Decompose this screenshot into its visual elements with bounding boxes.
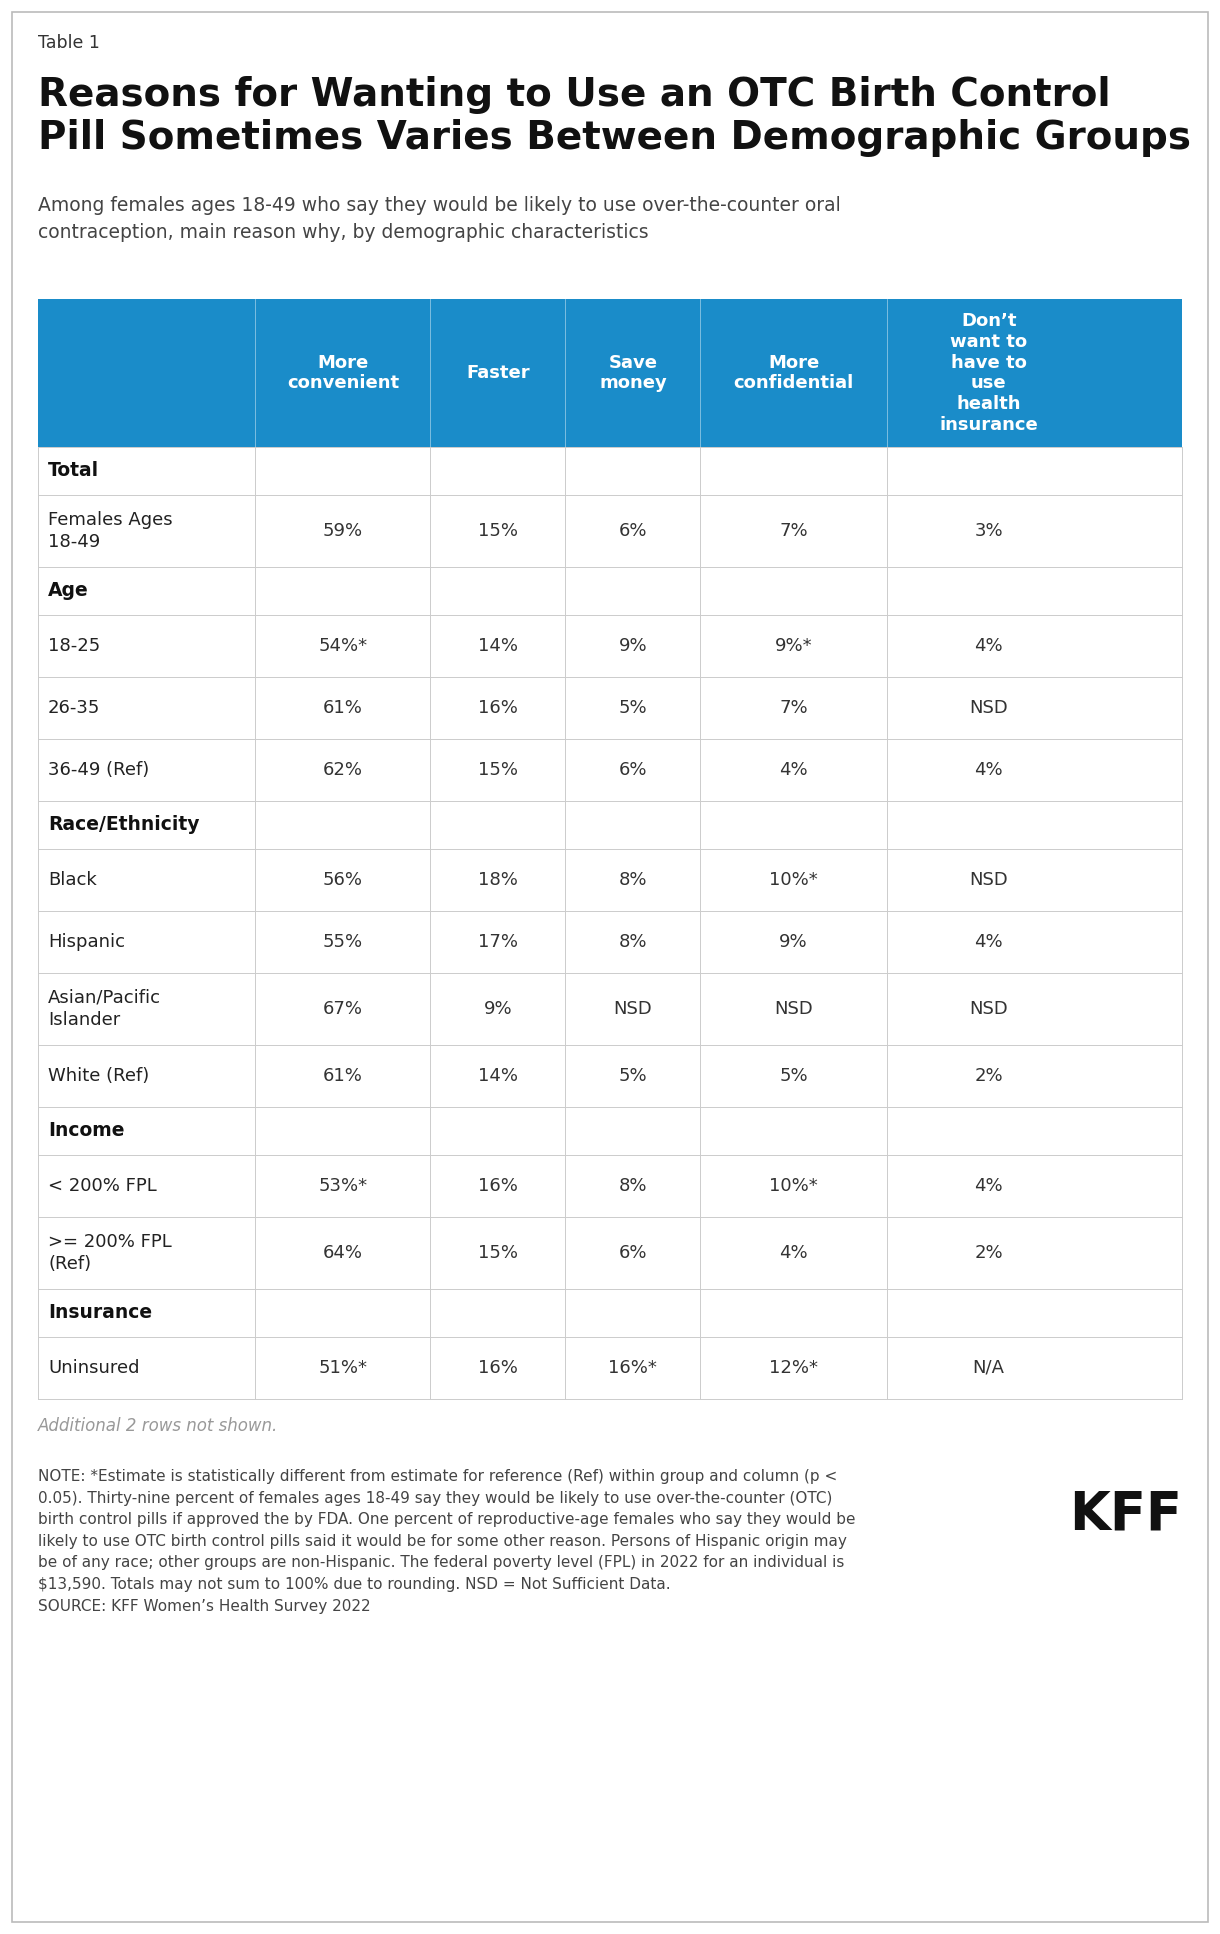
Text: More
confidential: More confidential: [733, 354, 854, 393]
Text: 14%: 14%: [478, 1068, 517, 1085]
Text: Asian/Pacific
Islander: Asian/Pacific Islander: [48, 988, 161, 1029]
Text: Uninsured: Uninsured: [48, 1360, 139, 1377]
Text: 14%: 14%: [478, 636, 517, 656]
Text: 15%: 15%: [478, 522, 517, 540]
Text: 16%*: 16%*: [609, 1360, 658, 1377]
Text: 16%: 16%: [478, 1178, 517, 1195]
Text: 9%: 9%: [483, 1000, 512, 1017]
Text: 53%*: 53%*: [318, 1178, 367, 1195]
Text: 18%: 18%: [478, 870, 517, 890]
Text: NSD: NSD: [969, 870, 1008, 890]
Text: 8%: 8%: [619, 870, 647, 890]
Text: 10%*: 10%*: [770, 870, 817, 890]
Text: Save
money: Save money: [599, 354, 667, 393]
Text: 18-25: 18-25: [48, 636, 100, 656]
Text: NSD: NSD: [614, 1000, 653, 1017]
Text: 5%: 5%: [619, 698, 647, 718]
Text: NSD: NSD: [969, 698, 1008, 718]
Text: Table 1: Table 1: [38, 35, 100, 52]
Text: 59%: 59%: [323, 522, 362, 540]
Bar: [38, 300, 1182, 447]
Text: < 200% FPL: < 200% FPL: [48, 1178, 156, 1195]
Text: NOTE: *Estimate is statistically different from estimate for reference (Ref) wit: NOTE: *Estimate is statistically differe…: [38, 1470, 855, 1613]
Text: 2%: 2%: [975, 1244, 1003, 1263]
Text: 16%: 16%: [478, 1360, 517, 1377]
Text: NSD: NSD: [775, 1000, 813, 1017]
Text: 4%: 4%: [975, 1178, 1003, 1195]
Text: 4%: 4%: [975, 636, 1003, 656]
Text: 7%: 7%: [780, 698, 808, 718]
Text: Hispanic: Hispanic: [48, 932, 124, 952]
Text: 4%: 4%: [975, 932, 1003, 952]
Text: 6%: 6%: [619, 760, 647, 779]
Text: 36-49 (Ref): 36-49 (Ref): [48, 760, 149, 779]
Text: Among females ages 18-49 who say they would be likely to use over-the-counter or: Among females ages 18-49 who say they wo…: [38, 195, 841, 242]
Text: 6%: 6%: [619, 1244, 647, 1263]
Text: 5%: 5%: [780, 1068, 808, 1085]
Text: 9%: 9%: [780, 932, 808, 952]
Text: 4%: 4%: [780, 1244, 808, 1263]
Text: 2%: 2%: [975, 1068, 1003, 1085]
Text: NSD: NSD: [969, 1000, 1008, 1017]
Text: N/A: N/A: [972, 1360, 1004, 1377]
Text: Faster: Faster: [466, 364, 529, 383]
Text: 55%: 55%: [323, 932, 362, 952]
Text: 61%: 61%: [323, 698, 362, 718]
Text: 4%: 4%: [780, 760, 808, 779]
Text: 51%*: 51%*: [318, 1360, 367, 1377]
Text: 12%*: 12%*: [769, 1360, 819, 1377]
Text: 5%: 5%: [619, 1068, 647, 1085]
Text: Reasons for Wanting to Use an OTC Birth Control
Pill Sometimes Varies Between De: Reasons for Wanting to Use an OTC Birth …: [38, 75, 1191, 157]
Text: 9%: 9%: [619, 636, 647, 656]
Text: Additional 2 rows not shown.: Additional 2 rows not shown.: [38, 1418, 278, 1435]
Text: 17%: 17%: [478, 932, 517, 952]
Text: 56%: 56%: [323, 870, 362, 890]
Text: KFF: KFF: [1069, 1489, 1182, 1541]
Text: 4%: 4%: [975, 760, 1003, 779]
Text: Income: Income: [48, 1122, 124, 1141]
Text: Age: Age: [48, 582, 89, 600]
Text: Total: Total: [48, 462, 99, 480]
Text: 54%*: 54%*: [318, 636, 367, 656]
Text: 8%: 8%: [619, 1178, 647, 1195]
Text: >= 200% FPL
(Ref): >= 200% FPL (Ref): [48, 1232, 172, 1273]
Text: Race/Ethnicity: Race/Ethnicity: [48, 816, 200, 834]
Text: 3%: 3%: [975, 522, 1003, 540]
Text: Don’t
want to
have to
use
health
insurance: Don’t want to have to use health insuran…: [939, 311, 1038, 433]
Text: 8%: 8%: [619, 932, 647, 952]
Text: 10%*: 10%*: [770, 1178, 817, 1195]
Text: 64%: 64%: [323, 1244, 362, 1263]
Text: Black: Black: [48, 870, 96, 890]
Text: Females Ages
18-49: Females Ages 18-49: [48, 511, 172, 551]
Text: 15%: 15%: [478, 1244, 517, 1263]
Text: 62%: 62%: [323, 760, 362, 779]
Text: 7%: 7%: [780, 522, 808, 540]
Text: 6%: 6%: [619, 522, 647, 540]
Text: 15%: 15%: [478, 760, 517, 779]
Text: More
convenient: More convenient: [287, 354, 399, 393]
Text: 61%: 61%: [323, 1068, 362, 1085]
Text: 16%: 16%: [478, 698, 517, 718]
Text: White (Ref): White (Ref): [48, 1068, 149, 1085]
Text: 9%*: 9%*: [775, 636, 813, 656]
Text: 67%: 67%: [323, 1000, 362, 1017]
Text: Insurance: Insurance: [48, 1304, 152, 1323]
Text: 26-35: 26-35: [48, 698, 100, 718]
